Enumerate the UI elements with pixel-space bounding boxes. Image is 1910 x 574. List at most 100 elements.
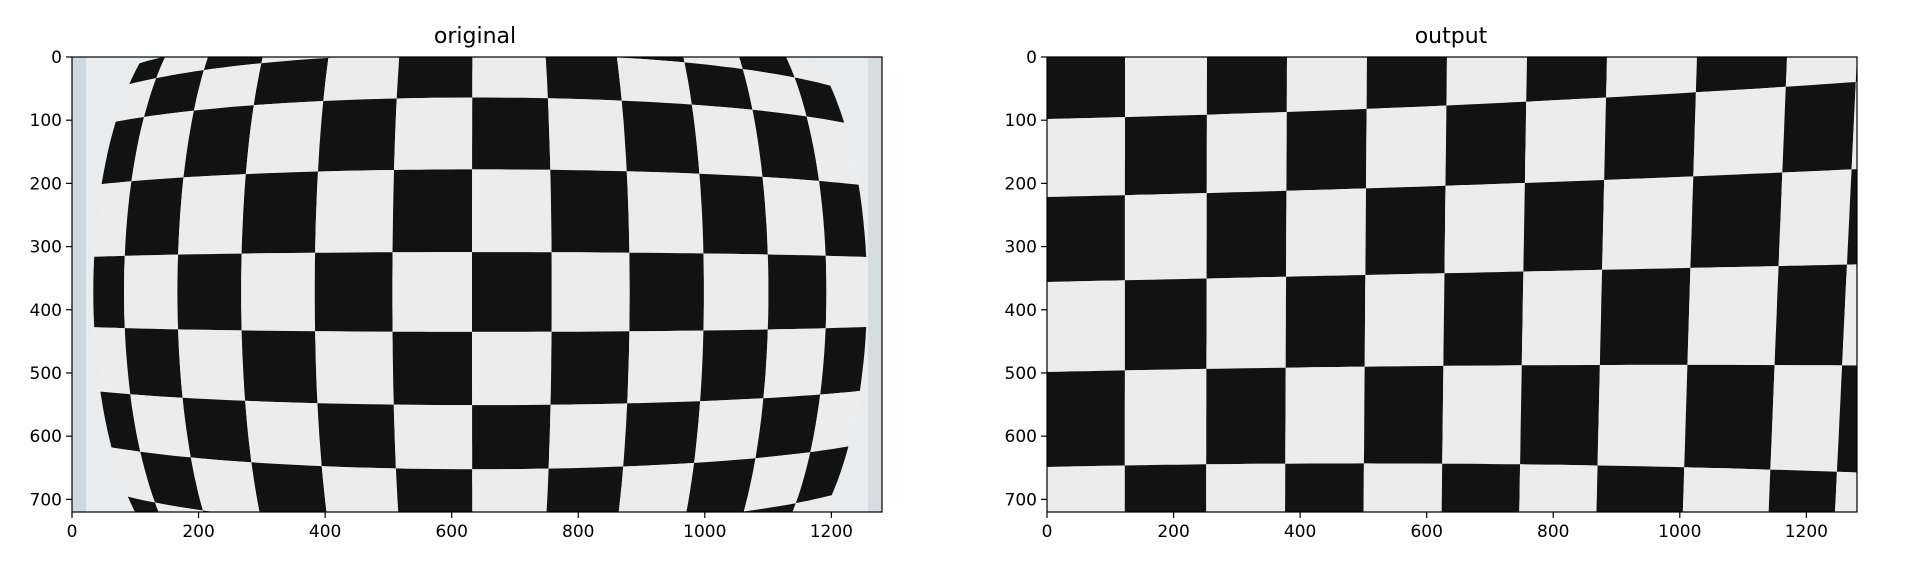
board-square-dark [144,70,204,117]
board-square-dark [1366,57,1448,109]
board-square-light [1047,280,1125,372]
x-tick-label: 400 [309,522,341,542]
board-square-dark [317,403,396,469]
board-square-light [323,57,400,101]
board-square-dark [550,169,630,253]
board-square-dark [1782,82,1856,173]
y-tick-label: 100 [30,111,62,131]
board-square-dark [472,526,545,563]
board-square-dark [314,252,393,332]
board-square-light [261,57,329,64]
board-square-dark [328,57,344,58]
board-square-light [742,69,807,117]
board-square-dark [1363,365,1444,464]
board-square-dark [1125,17,1207,55]
y-tick-label: 400 [30,301,62,321]
y-tick-label: 500 [1005,364,1037,384]
board-square-dark [987,22,1047,58]
board-square-light [825,255,867,329]
board-square-light [1047,20,1125,57]
board-square-dark [684,62,753,110]
board-square-light [1125,550,1206,574]
x-tick-label: 800 [1537,522,1569,542]
board-square-light [178,174,246,255]
y-tick-label: 600 [30,427,62,447]
board-square-dark [1789,0,1861,19]
board-square-light [743,452,811,512]
board-square-dark [621,100,700,174]
board-square-light [762,176,826,256]
board-square-dark [795,446,849,504]
board-square-light [792,495,832,512]
board-square-light [1444,183,1525,274]
board-square-light [1842,264,1857,366]
board-square-light [1682,467,1771,512]
board-square-dark [203,57,263,71]
panel-title-original: original [434,24,516,49]
board-square-light [547,98,627,172]
board-square-light [1521,269,1603,366]
board-square-dark [1684,364,1775,470]
board-square-light [627,330,704,404]
board-square-dark [251,462,327,512]
board-square-dark [127,496,159,512]
board-square-light [472,169,552,253]
board-square-light [683,57,743,70]
board-square-light [1834,471,1857,512]
board-square-light [111,447,155,503]
axes-frame [71,56,883,513]
board-square-light [1124,368,1207,466]
x-tick-label: 200 [1157,522,1189,542]
board-square-dark [472,97,551,170]
board-square-light [1125,57,1207,118]
board-square-dark [318,98,397,172]
board-square-light [1519,464,1598,512]
board-square-dark [93,255,125,329]
board-square-dark [241,330,318,404]
board-square-light [1364,273,1445,367]
board-square-dark [1047,195,1125,282]
board-square-light [1366,105,1447,189]
board-square-dark [101,117,144,185]
board-square-light [691,104,763,177]
board-square-dark [612,518,685,558]
board-square-light [1597,364,1688,468]
board-square-light [472,331,552,406]
board-square-light [245,101,324,175]
board-square-light [193,63,262,111]
board-square-light [626,171,704,254]
x-tick-label: 600 [1410,522,1442,542]
y-tick-label: 400 [1005,301,1037,321]
board-square-dark [1855,57,1857,82]
y-axis-ticks: 0 100 200 300 400 500 600 700 [1005,48,1047,510]
board-square-dark [392,169,473,253]
board-square-light [1446,57,1528,106]
board-square-light [1286,57,1367,112]
board-square-dark [1599,267,1691,365]
board-square-dark [1526,57,1608,102]
board-square-dark [1286,108,1367,191]
y-tick-label: 0 [51,48,62,68]
board-square-light [178,329,246,401]
board-square-light [1206,112,1287,194]
board-square-dark [623,401,701,467]
board-square-dark [472,252,552,332]
board-square-light [987,552,1047,574]
board-square-light [1047,117,1125,197]
board-square-light [1602,176,1694,270]
board-square-light [1687,266,1779,366]
board-square-light [190,457,260,512]
board-square-light [245,400,322,467]
board-square-dark [1285,463,1364,512]
board-square-light [1851,81,1857,170]
board-square-light [1285,550,1364,574]
board-square-dark [183,105,254,178]
board-square-dark [1206,550,1285,574]
board-square-dark [124,328,183,398]
board-square-dark [124,177,184,256]
board-square-light [763,328,826,399]
x-tick-label: 0 [67,522,78,542]
panel-output: output 0 200 400 600 800 1000 1200 0 100 200 300 4… [987,0,1910,574]
board-square-dark [1829,567,1910,574]
